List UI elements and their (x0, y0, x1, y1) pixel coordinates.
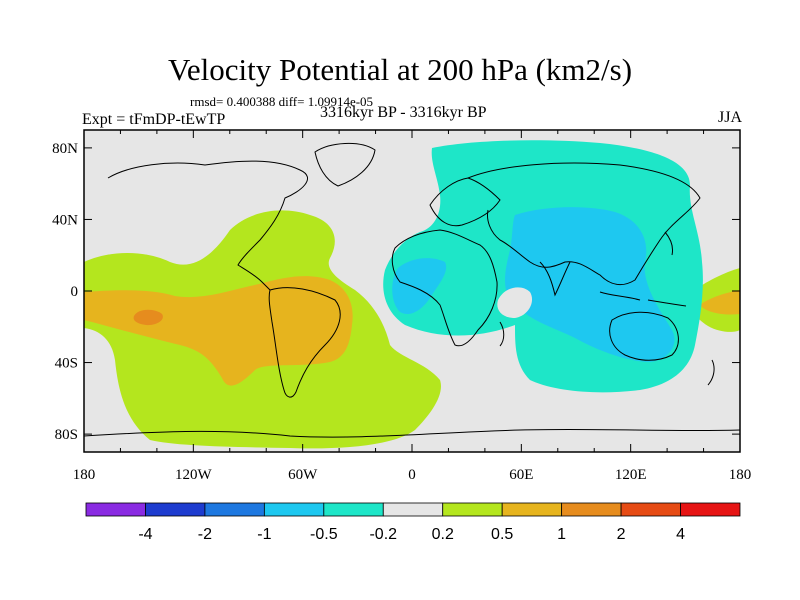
coastline-north-america (107, 160, 308, 291)
colorbar-swatch (442, 502, 503, 517)
coastline-india (539, 261, 571, 297)
colorbar-swatch (145, 502, 206, 517)
coastline-japan (664, 231, 673, 256)
colorbar-label: 1 (557, 526, 566, 543)
x-tick-label: 180 (729, 467, 752, 483)
coastline-madagascar (499, 321, 505, 347)
colorbar-swatch (561, 502, 622, 517)
y-tick-label: 40S (55, 356, 78, 372)
colorbar-swatch (204, 502, 265, 517)
coastline-new-zealand (707, 359, 715, 386)
colorbar-swatch (382, 502, 444, 517)
y-tick-label: 80S (55, 427, 78, 443)
coastline-indonesia (599, 291, 687, 307)
x-tick-label: 120E (615, 467, 647, 483)
colorbar-label: 0.5 (491, 526, 513, 543)
colorbar-swatch (85, 502, 146, 517)
y-tick-label: 40N (52, 212, 78, 228)
x-tick-label: 0 (408, 467, 416, 483)
x-tick-label: 120W (175, 467, 213, 483)
colorbar-label: -2 (198, 526, 212, 543)
colorbar-swatch (323, 502, 384, 517)
coastline-australia (609, 311, 679, 361)
colorbar-label: 2 (617, 526, 626, 543)
y-tick-label: 0 (71, 284, 79, 300)
colorbar: -4 -2 -1 -0.5 -0.2 0.2 0.5 1 2 4 (85, 502, 741, 543)
y-axis: 80N 40N 0 40S 80S (52, 141, 740, 443)
period-label: 3316kyr BP - 3316kyr BP (320, 104, 487, 121)
x-tick-label: 180 (73, 467, 96, 483)
coastline-europe (429, 177, 501, 227)
x-tick-label: 60W (288, 467, 318, 483)
colorbar-swatch (263, 502, 325, 517)
colorbar-label: -1 (257, 526, 271, 543)
positive-strong-spot (133, 309, 163, 326)
y-tick-label: 80N (52, 141, 78, 157)
colorbar-label: 0.2 (432, 526, 454, 543)
coastline-greenland (314, 142, 376, 187)
experiment-label: Expt = tFmDP-tEwTP (82, 111, 226, 128)
coastline-antarctica (84, 428, 740, 438)
coastline-europe-africa (391, 229, 498, 347)
colorbar-swatch (680, 502, 741, 517)
negative-mid-region-africa (392, 258, 447, 315)
colorbar-label: -0.2 (369, 526, 397, 543)
stats-label: rmsd= 0.400388 diff= 1.09914e-05 (190, 94, 374, 109)
colorbar-label: -0.5 (310, 526, 338, 543)
colorbar-swatch (620, 502, 681, 517)
colorbar-label: 4 (676, 526, 685, 543)
x-tick-label: 60E (509, 467, 533, 483)
coastlines (84, 142, 740, 438)
colorbar-swatch (501, 502, 563, 517)
coastline-south-america (268, 287, 341, 398)
velocity-potential-field (84, 130, 740, 452)
page-title: Velocity Potential at 200 hPa (km2/s) (167, 52, 633, 87)
positive-mid-region-east (700, 290, 740, 315)
coastline-asia (467, 162, 701, 286)
near-zero-pocket (497, 287, 533, 318)
colorbar-label: -4 (138, 526, 152, 543)
negative-mid-region (505, 207, 675, 362)
x-axis: 180 120W 60W 0 60E 120E 180 (73, 130, 752, 483)
season-label: JJA (717, 109, 742, 126)
positive-mid-region (84, 276, 353, 386)
